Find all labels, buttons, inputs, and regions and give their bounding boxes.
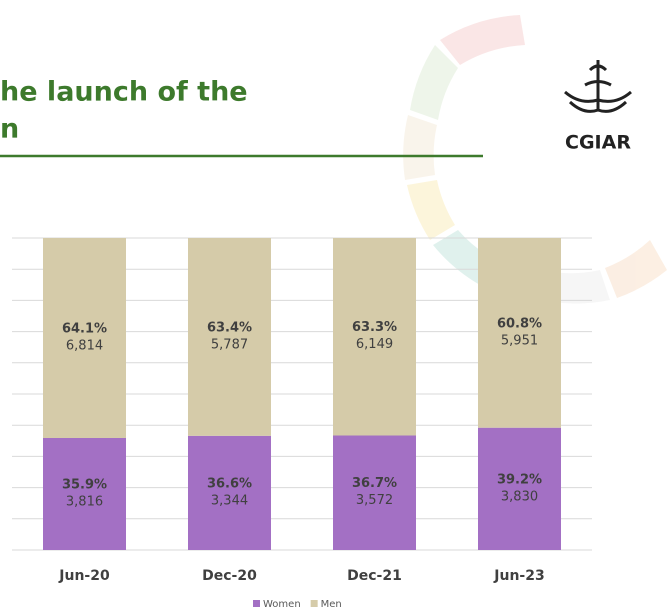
- x-tick-label: Dec-20: [202, 568, 257, 584]
- count-label: 3,830: [501, 489, 538, 504]
- count-label: 3,572: [356, 493, 393, 508]
- logo: [565, 60, 631, 111]
- value-label: 36.7%: [352, 476, 397, 491]
- legend-label: Men: [321, 599, 342, 609]
- value-label: 39.2%: [497, 472, 542, 487]
- count-label: 3,344: [211, 493, 248, 508]
- count-label: 6,149: [356, 337, 393, 352]
- count-label: 5,951: [501, 333, 538, 348]
- x-tick-label: Dec-21: [347, 568, 402, 584]
- value-label: 36.6%: [207, 476, 252, 491]
- count-label: 5,787: [211, 337, 248, 352]
- slide: he launch of the n CGIAR 35.9% 3,816 64.1%…: [0, 0, 667, 609]
- value-label: 63.4%: [207, 320, 252, 335]
- legend-label: Women: [263, 599, 301, 609]
- chart: 35.9% 3,816 64.1% 6,814 Jun-20 36.6% 3,344 63.4…: [12, 238, 592, 609]
- value-label: 60.8%: [497, 316, 542, 331]
- slide-title: n: [0, 114, 19, 145]
- value-label: 64.1%: [62, 321, 107, 336]
- x-tick-label: Jun-20: [58, 568, 110, 584]
- value-label: 63.3%: [352, 320, 397, 335]
- legend-swatch: [311, 600, 318, 607]
- x-tick-label: Jun-23: [493, 568, 544, 584]
- slide-title: he launch of the: [0, 77, 248, 108]
- count-label: 6,814: [66, 338, 103, 353]
- logo-text: CGIAR: [565, 132, 631, 154]
- value-label: 35.9%: [62, 477, 107, 492]
- legend-swatch: [253, 600, 260, 607]
- count-label: 3,816: [66, 494, 103, 509]
